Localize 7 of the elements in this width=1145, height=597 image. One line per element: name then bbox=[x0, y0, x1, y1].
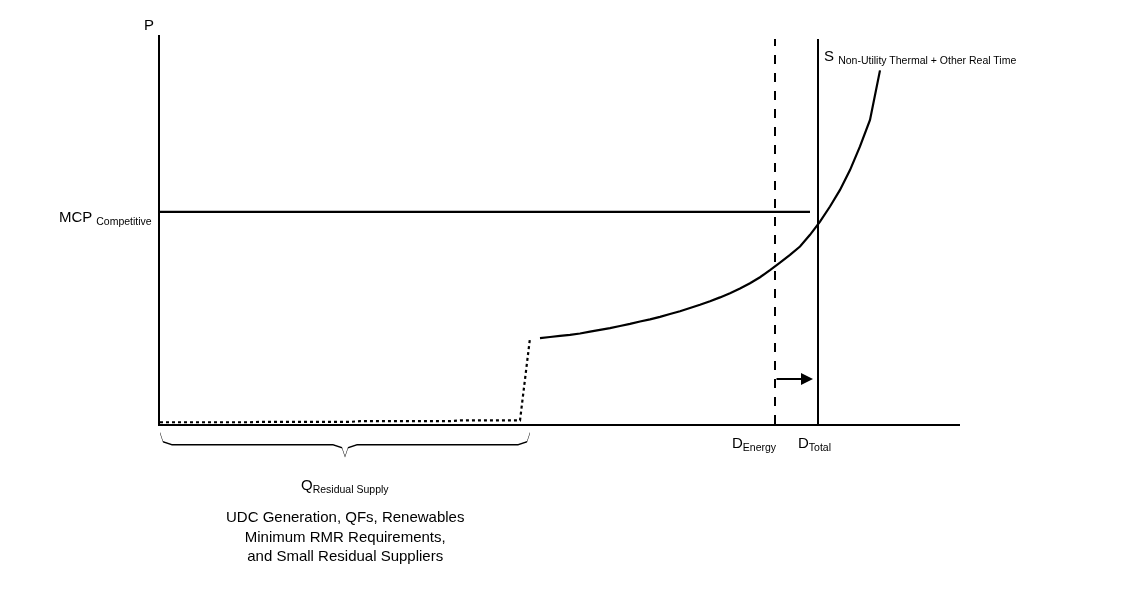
text: Q$_{Residual Supply}$ bbox=[301, 476, 390, 496]
y-axis-title: P bbox=[144, 16, 155, 33]
text: S $_{Non-Utility Thermal + Other Real Time}$ bbox=[824, 47, 1017, 67]
text: UDC Generation, QFs, Renewables Minimum RMR Requirements, and Small Residual Suppliers bbox=[226, 508, 465, 564]
text: D$_{Energy}$ bbox=[732, 434, 777, 454]
text: MCP $_{Competitive}$ bbox=[59, 208, 152, 228]
text: D$_{Total}$ bbox=[798, 434, 832, 454]
